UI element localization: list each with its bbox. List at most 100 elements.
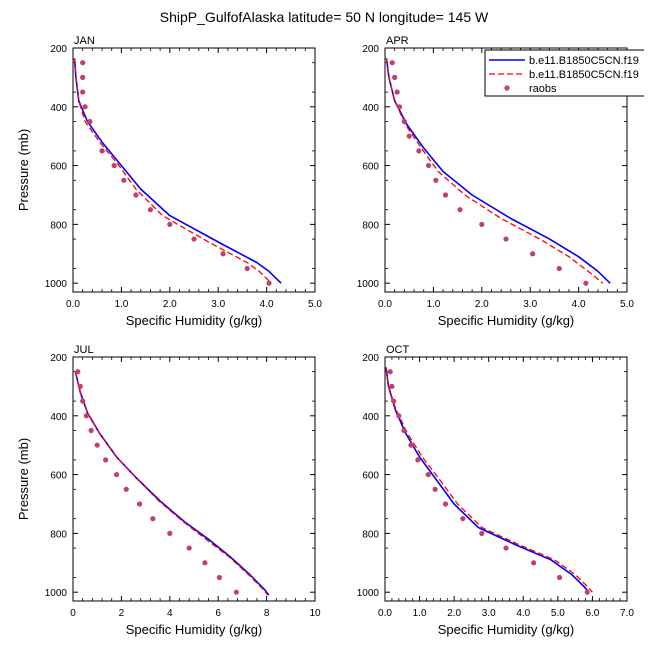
- y-tick-label: 400: [50, 103, 67, 114]
- y-tick-label: 600: [50, 471, 67, 482]
- panel-oct: OCT 0.0 1.0 2.0 3.0 4.0 5.0 6.0 7.0 200 400 600 800 1…: [357, 344, 635, 637]
- raobs-point: [394, 89, 400, 95]
- x-tick-label: 5.0: [620, 299, 634, 310]
- raobs-point: [392, 74, 398, 80]
- x-tick-label: 3.0: [211, 299, 225, 310]
- x-tick-label: 1.0: [413, 608, 427, 619]
- raobs-point: [75, 369, 81, 375]
- panel-jan: JAN 0.0 1.0 2.0 3.0 4.0 5.0 200 400 600 800 1000 Spe…: [16, 35, 322, 328]
- raobs-point: [479, 221, 485, 227]
- raobs-point: [556, 574, 563, 581]
- x-tick-label: 4.0: [516, 608, 530, 619]
- raobs-point: [147, 207, 154, 213]
- x-tick-label: 2.0: [163, 299, 177, 310]
- raobs-point: [123, 486, 129, 492]
- raobs-point: [432, 486, 438, 492]
- raobs-point: [266, 280, 272, 286]
- x-tick-label: 1.0: [114, 299, 128, 310]
- legend: b.e11.B1850C5CN.f19 b.e11.B1850C5CN.f19 ra…: [484, 49, 644, 97]
- x-axis-label: Specific Humidity (g/kg): [126, 313, 263, 328]
- legend-label: b.e11.B1850C5CN.f19: [529, 55, 639, 67]
- legend-label: raobs: [529, 83, 557, 95]
- raobs-point: [389, 383, 395, 389]
- y-tick-label: 800: [362, 529, 379, 540]
- legend-label: b.e11.B1850C5CN.f19: [529, 69, 639, 81]
- series-group: [385, 58, 611, 286]
- y-tick-label: 600: [50, 162, 67, 173]
- x-tick-label: 4.0: [572, 299, 586, 310]
- y-tick-label: 800: [50, 529, 67, 540]
- raobs-point: [389, 60, 395, 66]
- x-tick-label: 4: [167, 608, 173, 619]
- raobs-point: [216, 574, 223, 581]
- x-tick-label: 1.0: [426, 299, 440, 310]
- y-tick-label: 1000: [45, 279, 68, 290]
- raobs-point: [80, 398, 86, 404]
- series-line-dashed: [74, 371, 269, 596]
- raobs-point: [401, 427, 407, 434]
- x-tick-label: 2: [119, 608, 125, 619]
- plot-frame: [72, 47, 316, 293]
- series-line-solid: [74, 371, 270, 596]
- x-tick-label: 7.0: [620, 608, 634, 619]
- y-tick-label: 1000: [357, 588, 380, 599]
- raobs-point: [396, 104, 403, 110]
- series-line-solid: [73, 58, 282, 284]
- raobs-point: [186, 545, 192, 551]
- series-group: [74, 369, 270, 596]
- x-tick-label: 4.0: [260, 299, 274, 310]
- raobs-point: [244, 265, 250, 272]
- raobs-point: [82, 104, 88, 110]
- raobs-point: [425, 471, 431, 478]
- panel-apr: APR 0.0 1.0 2.0 3.0 4.0 5.0 200 400 600 800 1000 Spe…: [357, 35, 635, 328]
- x-tick-label: 0: [70, 608, 76, 619]
- raobs-point: [88, 427, 94, 434]
- raobs-point: [479, 530, 485, 536]
- raobs-point: [457, 207, 463, 213]
- x-tick-label: 2.0: [475, 299, 489, 310]
- raobs-point: [220, 251, 226, 257]
- x-tick-label: 5.0: [308, 299, 322, 310]
- raobs-point: [583, 280, 589, 286]
- raobs-point: [133, 192, 139, 198]
- series-line-dashed: [385, 367, 593, 593]
- raobs-point: [77, 383, 83, 389]
- series-line-dashed: [73, 58, 272, 284]
- x-tick-label: 0.0: [66, 299, 80, 310]
- x-tick-label: 6.0: [585, 608, 599, 619]
- legend-box: [484, 49, 644, 97]
- panel-title: JUL: [74, 344, 94, 356]
- x-tick-label: 6: [215, 608, 221, 619]
- raobs-point: [408, 442, 414, 448]
- plot-frame: [72, 356, 316, 602]
- raobs-point: [396, 413, 402, 419]
- raobs-point: [584, 589, 590, 595]
- panel-title: OCT: [386, 344, 410, 356]
- y-tick-label: 200: [362, 44, 379, 55]
- plot-frame: [384, 356, 628, 602]
- panels: JAN 0.0 1.0 2.0 3.0 4.0 5.0 200 400 600 800 1000 Spe…: [16, 35, 634, 637]
- panel-title: JAN: [74, 35, 95, 47]
- x-axis-label: Specific Humidity (g/kg): [438, 622, 575, 637]
- raobs-point: [387, 369, 393, 375]
- x-axis-label: Specific Humidity (g/kg): [126, 622, 263, 637]
- x-tick-label: 3.0: [482, 608, 496, 619]
- raobs-point: [136, 501, 143, 507]
- y-axis-label: Pressure (mb): [16, 129, 31, 211]
- y-tick-label: 1000: [357, 279, 380, 290]
- raobs-point: [530, 251, 536, 257]
- raobs-point: [503, 545, 509, 551]
- y-tick-label: 400: [362, 103, 379, 114]
- y-tick-label: 200: [50, 44, 67, 55]
- raobs-point: [425, 162, 432, 169]
- raobs-point: [460, 516, 466, 522]
- raobs-point: [87, 118, 93, 125]
- raobs-point: [99, 148, 105, 154]
- raobs-point: [391, 398, 397, 404]
- raobs-point: [556, 265, 562, 272]
- x-tick-label: 5.0: [551, 608, 565, 619]
- raobs-point: [406, 133, 412, 139]
- series-group: [385, 367, 593, 595]
- y-tick-label: 800: [50, 220, 67, 231]
- x-tick-label: 0.0: [378, 299, 392, 310]
